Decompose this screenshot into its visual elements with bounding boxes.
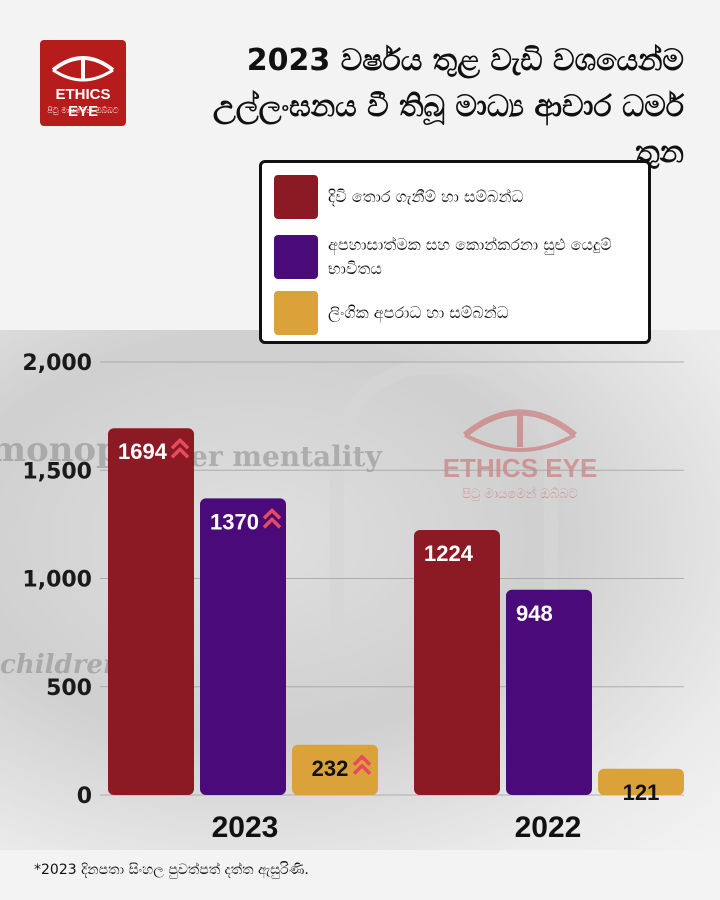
legend-label: අපහාසාත්මක සහ කොන්කරනා සුළු යෙදුම් භාවිත… (328, 235, 612, 278)
legend-label: ලිංගික අපරාධ හා සම්බන්ධ (328, 303, 509, 322)
y-tick-label: 500 (46, 676, 92, 701)
title-line-1: 2023 වර්ෂය තුළ වැඩි වශයෙන්ම (246, 43, 684, 78)
increase-chevron-icon (352, 764, 372, 776)
page-title: 2023 වර්ෂය තුළ වැඩි වශයෙන්ම උල්ලංඝනය වී … (164, 38, 684, 176)
increase-chevron-icon (262, 508, 282, 520)
title-line-2: උල්ලංඝනය වී තිබූ මාධ්‍ය ආචාර ධර්ම තුන (212, 89, 684, 170)
legend-label: දිවි තොර ගැනීම් හා සම්බන්ධ (328, 187, 524, 206)
data-label: 121 (623, 780, 660, 805)
footnote: *2023 දිනපතා සිංහල පුවත්පත් දත්ත ඇසුරිණි… (34, 862, 309, 878)
data-label: 232 (312, 756, 349, 781)
x-category-label: 2023 (212, 811, 279, 844)
watermark-tagline: පිටු මායමෙන් ඔබ්බට (462, 487, 578, 502)
y-tick-label: 1,500 (22, 459, 92, 484)
ethics-eye-logo: ETHICS EYE පිටු මායමෙන් ඔබ්බට (40, 40, 126, 126)
legend-item-series-2: අපහාසාත්මක සහ කොන්කරනා සුළු යෙදුම් භාවිත… (274, 233, 628, 281)
increase-chevron-icon (262, 517, 282, 529)
increase-chevron-icon (170, 438, 190, 450)
newspaper-decoration-text: er mentality (190, 440, 382, 473)
bar (506, 589, 592, 795)
watermark-brand-text: ETHICS EYE (442, 453, 598, 483)
newspaper-decoration-text: children (0, 650, 122, 680)
legend-item-series-3: ලිංගික අපරාධ හා සම්බන්ධ (274, 291, 628, 335)
data-label: 1694 (118, 439, 168, 464)
eye-icon (463, 409, 577, 452)
increase-chevron-icon (352, 755, 372, 767)
logo-tagline: පිටු මායමෙන් ඔබ්බට (47, 106, 119, 115)
logo-brand-text: ETHICS EYE (55, 86, 111, 120)
y-tick-label: 0 (77, 784, 92, 809)
bar (598, 768, 684, 795)
eye-icon (51, 56, 115, 82)
y-tick-label: 1,000 (22, 568, 92, 593)
bar (200, 498, 286, 795)
data-label: 1370 (210, 509, 259, 534)
bar (414, 530, 500, 795)
x-category-label: 2022 (515, 811, 582, 844)
data-label: 1224 (424, 541, 474, 566)
chart-legend: දිවි තොර ගැනීම් හා සම්බන්ධ අපහාසාත්මක සහ… (259, 160, 651, 344)
increase-chevron-icon (170, 447, 190, 459)
y-tick-label: 2,000 (22, 351, 92, 376)
legend-item-series-1: දිවි තොර ගැනීම් හා සම්බන්ධ (274, 175, 628, 219)
legend-swatch (274, 175, 318, 219)
legend-swatch (274, 235, 318, 279)
ethics-eye-watermark: ETHICS EYE පිටු මායමෙන් ඔබ්බට (440, 395, 600, 535)
bar (292, 744, 378, 795)
bar-chart: 0 500 1,000 1,500 2,000 1694 1370 232 2023 1224 94… (22, 351, 684, 844)
legend-swatch (274, 291, 318, 335)
data-label: 948 (516, 601, 553, 626)
bar (108, 428, 194, 795)
